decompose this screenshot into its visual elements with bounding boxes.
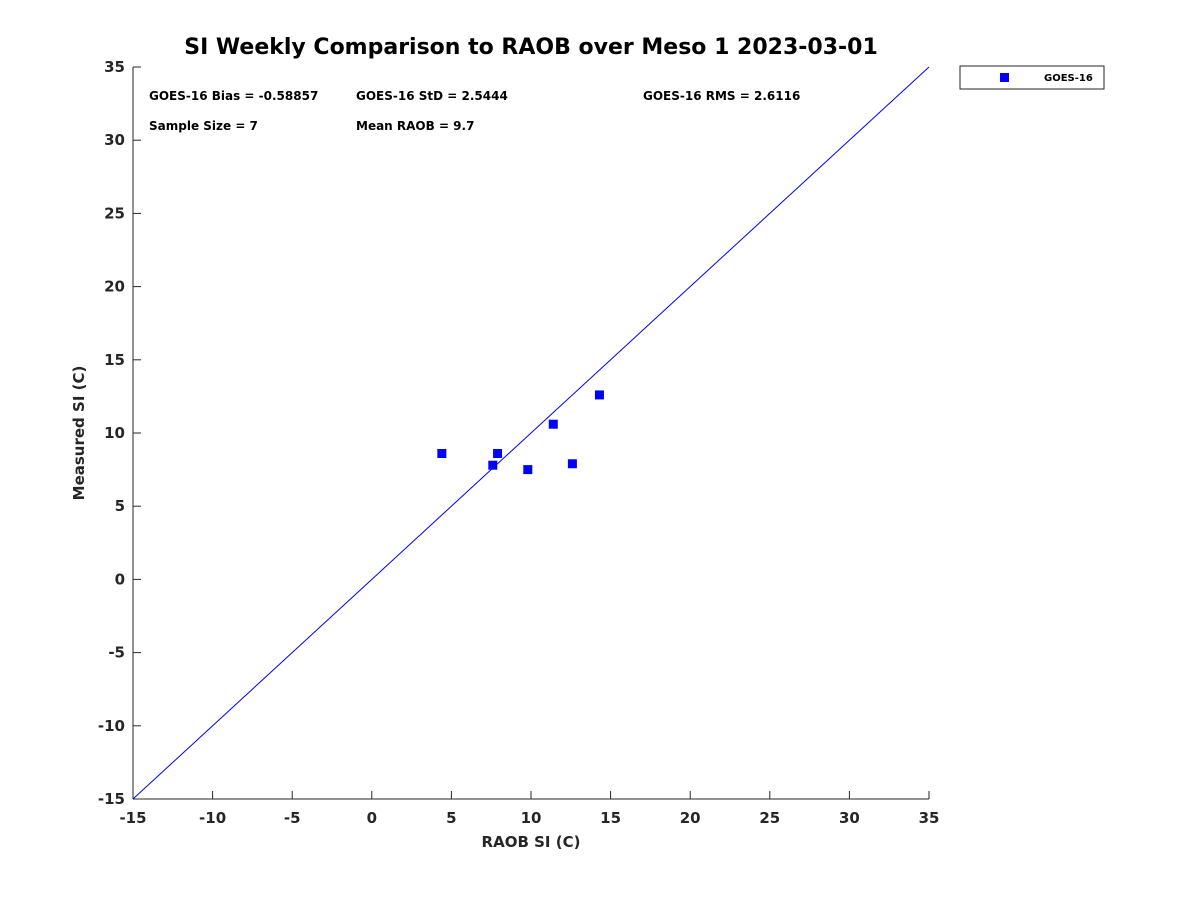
y-tick-label: -10	[98, 717, 125, 735]
legend-marker	[1000, 73, 1009, 82]
x-tick-label: 5	[446, 809, 456, 827]
annotation-std: GOES-16 StD = 2.5444	[356, 89, 508, 103]
stats-annotations: GOES-16 Bias = -0.58857 GOES-16 StD = 2.…	[149, 89, 800, 133]
x-tick-label: 10	[521, 809, 542, 827]
y-axis-label: Measured SI (C)	[70, 366, 88, 501]
y-tick-label: 35	[104, 58, 125, 76]
x-tick-label: -10	[199, 809, 226, 827]
data-point	[523, 465, 533, 475]
x-tick-label: -5	[284, 809, 301, 827]
y-tick-label: 5	[115, 497, 125, 515]
annotation-bias: GOES-16 Bias = -0.58857	[149, 89, 318, 103]
one-to-one-line	[132, 66, 930, 800]
data-point	[567, 459, 577, 469]
annotation-rms: GOES-16 RMS = 2.6116	[643, 89, 800, 103]
x-tick-label: 25	[759, 809, 780, 827]
x-axis-label: RAOB SI (C)	[482, 833, 581, 851]
x-tick-label: 30	[839, 809, 860, 827]
y-tick-label: -5	[108, 644, 125, 662]
y-tick-label: 10	[104, 424, 125, 442]
legend-box	[959, 65, 1105, 90]
legend-label: GOES-16	[1044, 73, 1093, 84]
legend: GOES-16	[959, 65, 1105, 90]
y-tick-label: -15	[98, 790, 125, 808]
axes: -15 -10 -5 0 5 10 15 20 25 30 35 -15 -10 -5 0 5 10 15 20 25…	[98, 58, 940, 827]
data-point	[437, 448, 447, 458]
annotation-mean-raob: Mean RAOB = 9.7	[356, 119, 474, 133]
x-tick-label: 35	[919, 809, 940, 827]
y-tick-label: 0	[115, 570, 125, 588]
x-tick-label: 0	[367, 809, 377, 827]
data-point	[493, 448, 503, 458]
data-point	[548, 419, 558, 429]
x-tick-label: 20	[680, 809, 701, 827]
x-tick-label: 15	[600, 809, 621, 827]
data-point	[594, 390, 604, 400]
plot-area	[132, 66, 930, 800]
data-point	[488, 460, 498, 470]
y-tick-label: 20	[104, 278, 125, 296]
x-tick-label: -15	[119, 809, 146, 827]
annotation-sample-size: Sample Size = 7	[149, 119, 258, 133]
chart-title: SI Weekly Comparison to RAOB over Meso 1…	[184, 35, 878, 60]
y-tick-label: 25	[104, 204, 125, 222]
y-tick-label: 30	[104, 131, 125, 149]
y-tick-label: 15	[104, 351, 125, 369]
